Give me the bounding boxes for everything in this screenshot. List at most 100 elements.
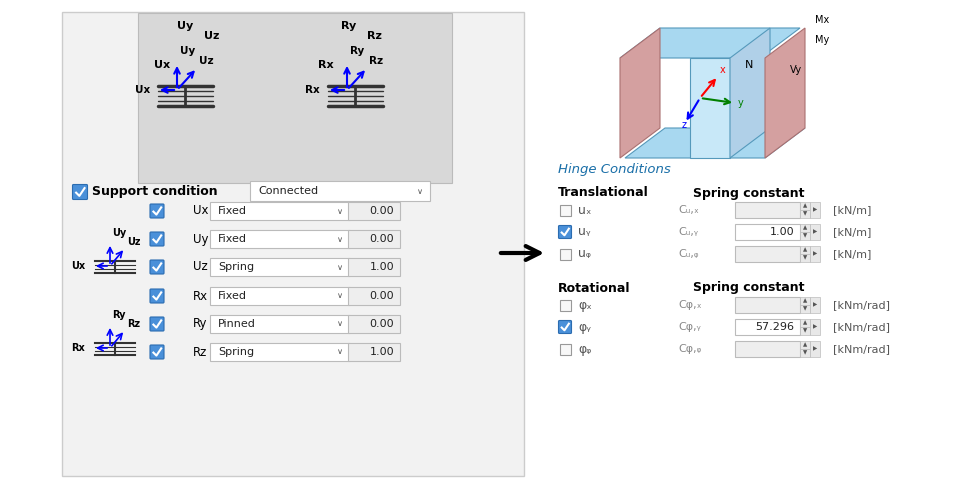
Text: Uz: Uz (204, 31, 220, 41)
Text: 0.00: 0.00 (370, 206, 394, 216)
Text: φₓ: φₓ (578, 299, 592, 311)
Text: Rx: Rx (72, 343, 85, 353)
Text: Ux: Ux (193, 204, 208, 218)
Text: ▼: ▼ (803, 328, 807, 333)
Text: ▼: ▼ (803, 350, 807, 355)
Text: y: y (738, 98, 744, 108)
Text: ∨: ∨ (337, 206, 343, 216)
Bar (810, 246, 820, 262)
Bar (348, 258, 400, 276)
Bar (210, 315, 350, 333)
Text: ∨: ∨ (337, 320, 343, 328)
FancyBboxPatch shape (150, 232, 164, 246)
Bar (800, 202, 810, 210)
Bar (800, 327, 810, 335)
Text: ∨: ∨ (337, 235, 343, 244)
Text: Ry: Ry (112, 310, 125, 320)
Text: Rotational: Rotational (558, 282, 630, 294)
Text: Ux: Ux (154, 60, 170, 70)
FancyBboxPatch shape (150, 204, 164, 218)
Text: 1.00: 1.00 (370, 347, 394, 357)
Text: [kNm/rad]: [kNm/rad] (833, 300, 890, 310)
Text: x: x (720, 65, 726, 75)
Text: ▶: ▶ (813, 325, 817, 329)
Bar (210, 343, 350, 361)
FancyBboxPatch shape (150, 345, 164, 359)
Text: ▼: ▼ (803, 306, 807, 311)
Bar (210, 202, 350, 220)
Bar (210, 230, 350, 248)
Text: ∨: ∨ (337, 263, 343, 271)
Text: Mx: Mx (815, 15, 829, 25)
Bar (210, 258, 350, 276)
Text: uₓ: uₓ (578, 203, 591, 217)
Text: My: My (815, 35, 829, 45)
Text: Rx: Rx (318, 60, 334, 70)
Text: Ux: Ux (71, 261, 85, 271)
Bar (210, 287, 350, 305)
FancyBboxPatch shape (150, 289, 164, 303)
Text: Pinned: Pinned (218, 319, 256, 329)
Text: ▲: ▲ (803, 321, 807, 325)
Text: ▲: ▲ (803, 299, 807, 304)
Text: Cφ,ᵧ: Cφ,ᵧ (678, 322, 701, 332)
Text: Cφ,ᵩ: Cφ,ᵩ (678, 344, 701, 354)
Text: Spring: Spring (218, 262, 254, 272)
Text: 0.00: 0.00 (370, 319, 394, 329)
Text: z: z (682, 120, 687, 130)
Text: Support condition: Support condition (92, 185, 218, 199)
FancyBboxPatch shape (559, 321, 571, 333)
Bar (800, 305, 810, 313)
Text: Cφ,ₓ: Cφ,ₓ (678, 300, 702, 310)
Text: 0.00: 0.00 (370, 234, 394, 244)
Text: Uy: Uy (193, 232, 208, 245)
Bar (348, 287, 400, 305)
Bar (348, 315, 400, 333)
Text: 1.00: 1.00 (770, 227, 794, 237)
Text: Connected: Connected (258, 186, 318, 196)
Text: Spring constant: Spring constant (693, 186, 804, 200)
Text: Cᵤ,ᵩ: Cᵤ,ᵩ (678, 249, 698, 259)
Bar (735, 319, 800, 335)
Text: ∨: ∨ (337, 291, 343, 301)
Bar (800, 210, 810, 218)
Bar (810, 341, 820, 357)
Text: Ry: Ry (193, 318, 207, 330)
FancyBboxPatch shape (73, 184, 88, 200)
Text: [kN/m]: [kN/m] (833, 205, 871, 215)
Bar (810, 297, 820, 313)
Text: Ry: Ry (350, 46, 364, 56)
Bar (800, 224, 810, 232)
Polygon shape (765, 28, 805, 158)
Text: ▶: ▶ (813, 207, 817, 212)
Text: Cᵤ,ₓ: Cᵤ,ₓ (678, 205, 699, 215)
Bar (810, 202, 820, 218)
Text: 57.296: 57.296 (755, 322, 794, 332)
Text: Uz: Uz (127, 237, 140, 247)
Text: Ux: Ux (135, 85, 150, 95)
Polygon shape (620, 28, 800, 58)
Bar (800, 254, 810, 262)
Bar (810, 224, 820, 240)
Text: [kNm/rad]: [kNm/rad] (833, 322, 890, 332)
Polygon shape (730, 28, 770, 158)
Text: ▲: ▲ (803, 203, 807, 208)
Bar (800, 319, 810, 327)
Text: ▼: ▼ (803, 233, 807, 239)
Text: ▼: ▼ (803, 256, 807, 261)
Text: ▼: ▼ (803, 211, 807, 217)
Text: [kN/m]: [kN/m] (833, 227, 871, 237)
Text: ▲: ▲ (803, 343, 807, 347)
Polygon shape (690, 58, 730, 158)
Text: ▶: ▶ (813, 346, 817, 351)
Text: Rx: Rx (193, 289, 208, 303)
Bar (800, 246, 810, 254)
Bar (560, 248, 570, 260)
Bar (560, 344, 570, 354)
Text: [kN/m]: [kN/m] (833, 249, 871, 259)
Bar (735, 297, 800, 313)
Text: N: N (745, 60, 753, 70)
Text: ▲: ▲ (803, 225, 807, 230)
FancyBboxPatch shape (150, 317, 164, 331)
FancyBboxPatch shape (150, 260, 164, 274)
